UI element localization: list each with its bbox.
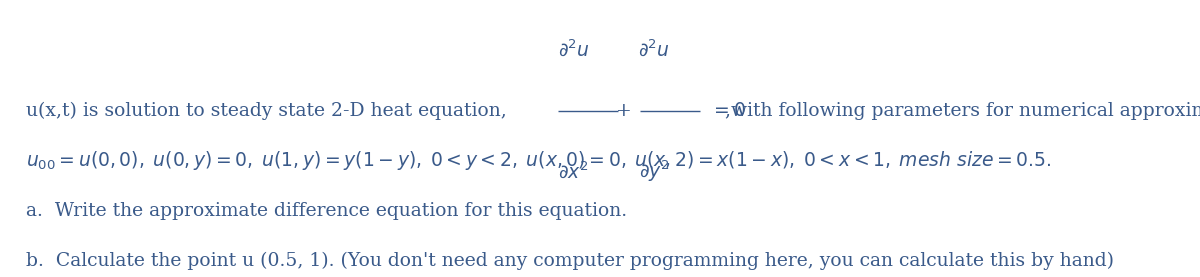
- Text: $u_{00} = u(0,0),\; u(0,y) = 0,\; u(1,y) = y(1-y),\; 0 < y < 2,\; u(x,0) = 0,\; : $u_{00} = u(0,0),\; u(0,y) = 0,\; u(1,y)…: [26, 149, 1052, 172]
- Text: $\partial^2 u$: $\partial^2 u$: [638, 39, 670, 60]
- Text: b.  Calculate the point u (0.5, 1). (You don't need any computer programming her: b. Calculate the point u (0.5, 1). (You …: [26, 251, 1115, 270]
- Text: u(x,t) is solution to steady state 2-D heat equation,: u(x,t) is solution to steady state 2-D h…: [26, 102, 508, 120]
- Text: $\partial y^2$: $\partial y^2$: [638, 159, 670, 184]
- Text: +: +: [616, 102, 632, 120]
- Text: ,with following parameters for numerical approximation:: ,with following parameters for numerical…: [725, 102, 1200, 120]
- Text: a.  Write the approximate difference equation for this equation.: a. Write the approximate difference equa…: [26, 202, 628, 219]
- Text: $\partial^2 u$: $\partial^2 u$: [558, 39, 589, 60]
- Text: $\partial x^2$: $\partial x^2$: [558, 161, 589, 182]
- Text: $= 0$: $= 0$: [710, 102, 746, 120]
